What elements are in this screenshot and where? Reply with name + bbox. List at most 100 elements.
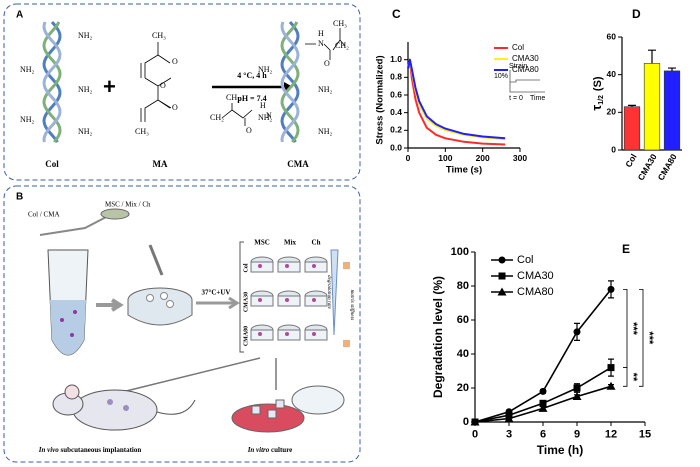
subscript: 1/2 [598, 95, 605, 105]
y-axis-title: Degradation level (%) [431, 276, 445, 398]
legend-marker [498, 272, 506, 280]
inset-label: t = 0 [509, 95, 523, 102]
cell [312, 298, 316, 302]
cell [312, 332, 316, 336]
well-body [277, 295, 301, 307]
collagen-helix [280, 21, 300, 143]
amine: NH₂ [258, 65, 273, 74]
x-axis-title: Time (s) [446, 165, 482, 176]
ma-structure: CH₃ O O O CH₃ [135, 31, 178, 136]
amine: NH₂ [318, 127, 333, 136]
bar [623, 106, 641, 151]
amine: NH₂ [20, 115, 35, 124]
tube-gel [50, 300, 86, 355]
panel-label: E [622, 242, 630, 256]
marker [539, 387, 547, 395]
marker [607, 364, 615, 372]
series-line [407, 58, 506, 141]
mouse-tail [156, 399, 196, 415]
y-tick-label: 60 [607, 31, 617, 41]
mouse [72, 389, 158, 431]
caption-text: culture [271, 446, 292, 454]
hydrogel-label: Col / CMA [28, 211, 60, 219]
dish [127, 300, 193, 326]
x-tick-label: Col [623, 152, 639, 169]
inset-label: 10% [494, 73, 508, 80]
flow-arrow [196, 296, 240, 310]
nitrogen: N [266, 111, 272, 120]
methyl: CH₃ [226, 93, 240, 102]
pipette [148, 244, 164, 276]
oxygen: O [172, 57, 178, 66]
marker [573, 384, 581, 392]
column-label: Mix [284, 239, 297, 247]
well-body [304, 261, 328, 273]
cells-label: MSC / Mix / Ch [105, 201, 151, 209]
y-tick-label: 40 [607, 69, 617, 79]
y-tick-label: 100 [451, 246, 469, 258]
x-tick-label: 12 [605, 429, 617, 441]
panel-label: D [632, 7, 641, 21]
column-label: MSC [254, 239, 270, 247]
marker [573, 328, 581, 336]
cell [285, 298, 289, 302]
arrow-head [284, 82, 293, 92]
y-tick-label: 40 [457, 348, 469, 360]
panel-label: A [16, 10, 23, 21]
methyl: CH₃ [152, 31, 166, 40]
hydrogen: H [260, 101, 266, 110]
cell [285, 264, 289, 268]
inset-label: Time [530, 95, 545, 102]
arrow-label: matrix stiffness [349, 290, 354, 320]
oxygen: O [160, 81, 166, 90]
amine: NH₂ [78, 85, 93, 94]
y-tick-label: 20 [607, 107, 617, 117]
symbol: τ [589, 105, 604, 111]
condition: pH = 7.4 [237, 94, 266, 103]
x-tick-label: 200 [476, 153, 490, 163]
methylene: CH₂ [335, 41, 349, 50]
amine: NH₂ [20, 65, 35, 74]
compound-name: CMA [287, 159, 309, 169]
caption: In vitro culture [247, 446, 293, 454]
series-line [407, 58, 506, 140]
well-body [277, 329, 301, 341]
treatment-label: 37°C+UV [202, 289, 231, 297]
y-tick-label: 80 [457, 280, 469, 292]
y-tick-label: 0.6 [390, 89, 402, 99]
caption-text: subcutaneous implantation [61, 446, 142, 454]
error-bar [668, 67, 676, 71]
inset-axes [509, 70, 545, 93]
panel-frame [3, 185, 361, 463]
cma-structure: NH₂ NH₂ NH₂ NH₂ H N O CH₃ CH₂ CH₂ CH₃ O … [210, 19, 349, 136]
x-tick-label: CMA80 [656, 152, 679, 182]
bracket [239, 241, 244, 353]
legend-label: CMA30 [517, 270, 554, 282]
cell [285, 332, 289, 336]
y-tick-label: 0 [463, 416, 469, 428]
methylene: CH₂ [210, 113, 224, 122]
error-bar [648, 49, 656, 64]
y-tick-label: 0.0 [390, 142, 402, 152]
panel-frame [3, 3, 361, 181]
compound-name: MA [153, 159, 168, 169]
oxygen: O [172, 103, 178, 112]
caption-emphasis: In vitro [247, 446, 270, 454]
plus: + [103, 74, 116, 99]
legend-label: Col [512, 43, 524, 52]
flow-arrow [96, 298, 124, 312]
marker [470, 417, 480, 426]
y-axis-title: Stress (Normalized) [374, 55, 385, 144]
arrow-label: degradation rate [326, 275, 331, 310]
condition: 4 °C, 4 h [237, 71, 267, 80]
panel-label: B [16, 192, 23, 203]
dish-lid [291, 385, 345, 415]
unit: (S) [592, 76, 604, 91]
panel-label: C [392, 7, 401, 21]
y-tick-label: 0 [611, 144, 616, 154]
methyl: CH₃ [333, 19, 347, 28]
amine: NH₂ [258, 113, 273, 122]
marker [504, 414, 514, 423]
oxygen: O [246, 126, 252, 135]
